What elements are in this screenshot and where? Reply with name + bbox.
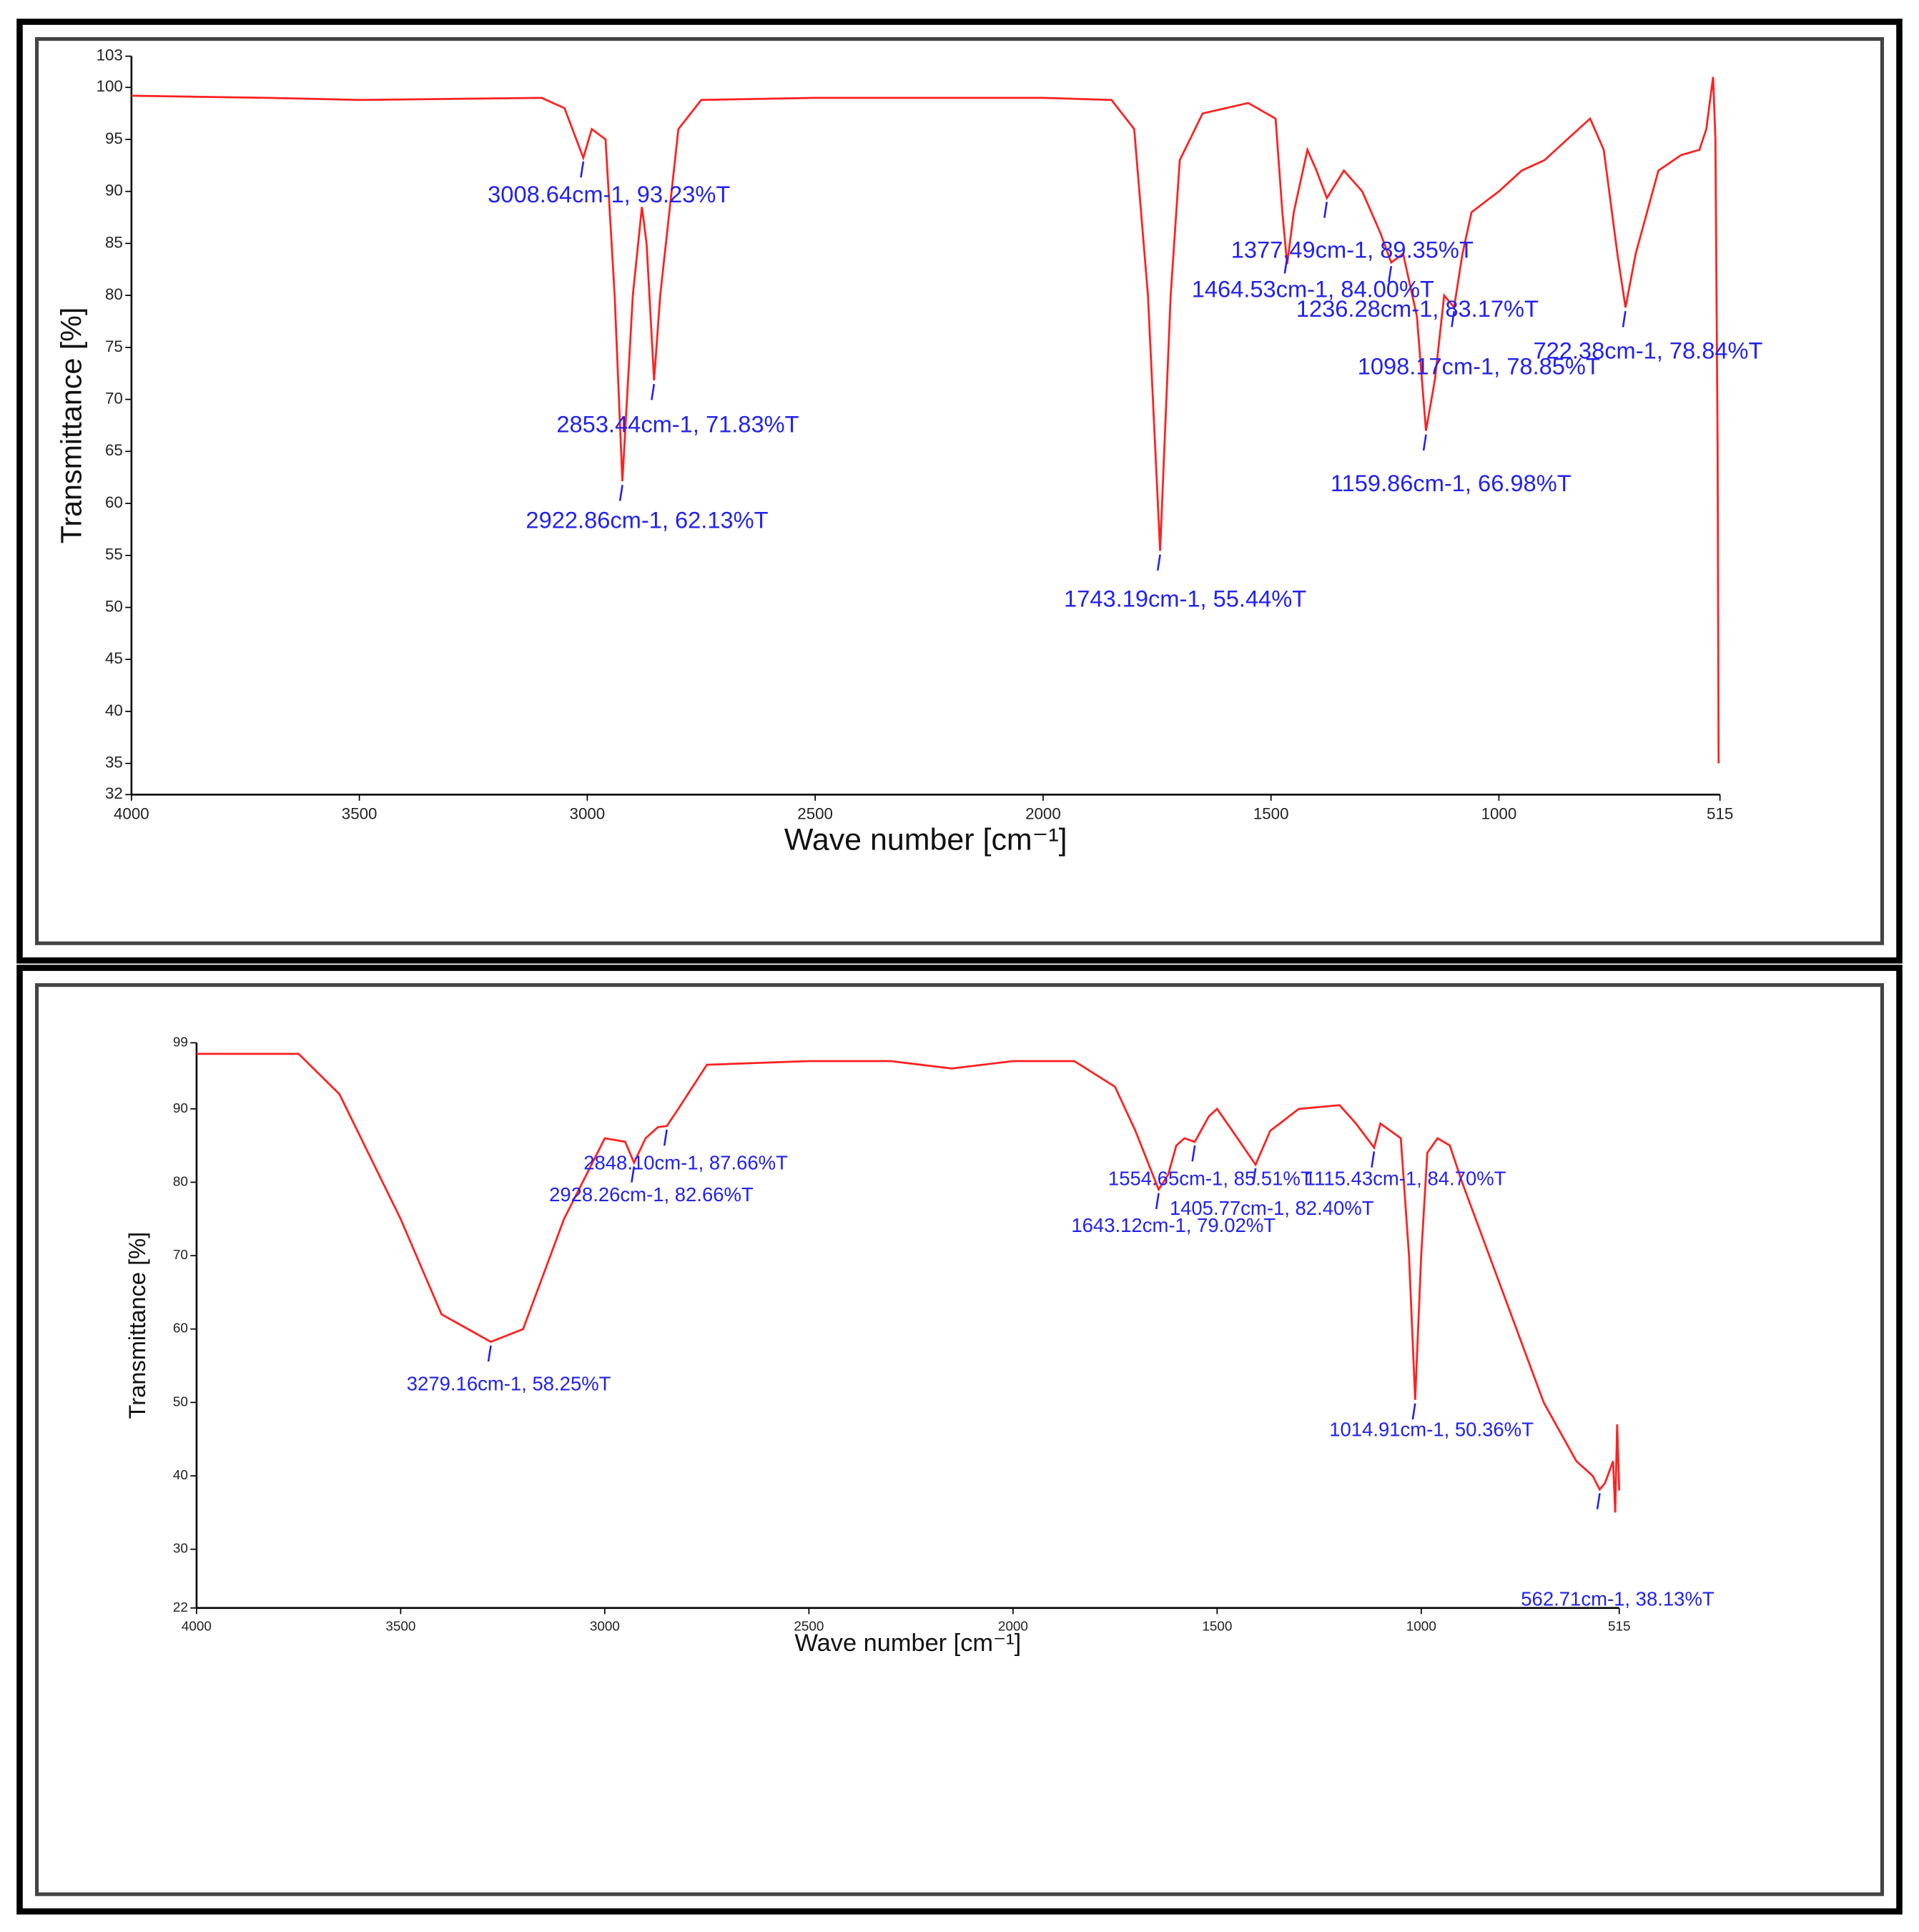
- x-tick-label: 3000: [590, 1619, 620, 1634]
- annotation-leader: [1371, 1151, 1376, 1168]
- y-tick-label: 80: [105, 285, 123, 303]
- panel-frame-inner: [34, 983, 1885, 1896]
- peak-annotation: 1554.65cm-1, 85.51%T: [1108, 1168, 1313, 1190]
- y-tick-label: 30: [173, 1542, 188, 1557]
- annotation-leader: [1411, 1403, 1416, 1420]
- peak-annotation: 2848.10cm-1, 87.66%T: [583, 1151, 788, 1173]
- y-tick-label: 60: [173, 1321, 188, 1336]
- peak-annotation: 1098.17cm-1, 78.85%T: [1358, 353, 1600, 380]
- x-tick-label: 4000: [182, 1619, 212, 1634]
- y-tick-label: 85: [105, 233, 123, 251]
- y-tick-label: 95: [105, 129, 123, 147]
- annotation-leader: [1252, 1168, 1257, 1185]
- annotation-leader: [631, 1166, 636, 1183]
- peak-annotation: 1405.77cm-1, 82.40%T: [1170, 1197, 1374, 1219]
- spectrum-line: [196, 1053, 1621, 1513]
- x-tick-label: 1500: [1253, 805, 1289, 823]
- peak-annotation: 1236.28cm-1, 83.17%T: [1296, 295, 1539, 322]
- y-tick-label: 70: [105, 389, 123, 407]
- annotation-leader: [663, 1129, 668, 1146]
- annotation-leader: [651, 383, 656, 400]
- y-tick-label: 55: [105, 546, 123, 563]
- peak-annotation: 3279.16cm-1, 58.25%T: [407, 1373, 611, 1395]
- peak-annotation: 2922.86cm-1, 62.13%T: [526, 506, 768, 533]
- peak-annotation: 2853.44cm-1, 71.83%T: [556, 410, 799, 437]
- x-tick-label: 2500: [794, 1619, 824, 1634]
- peak-annotation: 1115.43cm-1, 84.70%T: [1305, 1168, 1506, 1190]
- y-tick-label: 60: [105, 493, 123, 511]
- x-tick-label: 2000: [1025, 805, 1061, 823]
- annotation-leader: [1451, 310, 1456, 327]
- x-tick-label: 515: [1608, 1619, 1631, 1634]
- peak-annotation: 1014.91cm-1, 50.36%T: [1329, 1418, 1534, 1440]
- x-tick-label: 4000: [114, 805, 149, 823]
- x-tick-label: 3500: [342, 805, 378, 823]
- y-tick-label: 40: [173, 1468, 188, 1483]
- annotation-leader: [1596, 1493, 1601, 1509]
- y-tick-label: 70: [173, 1248, 188, 1263]
- y-tick-label: 90: [105, 182, 123, 199]
- x-tick-label: 1000: [1481, 805, 1517, 823]
- peak-annotation: 1743.19cm-1, 55.44%T: [1064, 585, 1306, 611]
- peak-annotation: 562.71cm-1, 38.13%T: [1521, 1587, 1715, 1610]
- y-tick-label: 80: [173, 1174, 188, 1189]
- annotation-leader: [1191, 1145, 1196, 1162]
- y-tick-label: 99: [173, 1035, 188, 1050]
- y-tick-label: 32: [105, 784, 123, 802]
- annotation-leader: [1156, 554, 1161, 571]
- y-axis-label: Transmittance [%]: [54, 307, 87, 544]
- y-tick-label: 100: [97, 77, 123, 95]
- x-tick-label: 515: [1707, 805, 1733, 823]
- peak-annotation: 722.38cm-1, 78.84%T: [1533, 337, 1762, 363]
- peak-annotation: 2928.26cm-1, 82.66%T: [549, 1183, 754, 1206]
- x-tick-label: 3000: [570, 805, 606, 823]
- peak-annotation: 1464.53cm-1, 84.00%T: [1192, 275, 1434, 302]
- y-tick-label: 65: [105, 441, 123, 459]
- x-tick-label: 1000: [1406, 1619, 1436, 1634]
- annotation-leader: [1283, 257, 1288, 274]
- peak-annotation: 3008.64cm-1, 93.23%T: [488, 181, 730, 207]
- x-tick-label: 1500: [1202, 1619, 1232, 1634]
- peak-annotation: 1643.12cm-1, 79.02%T: [1071, 1214, 1276, 1236]
- x-tick-label: 2000: [998, 1619, 1028, 1634]
- x-tick-label: 2500: [797, 805, 833, 823]
- y-tick-label: 103: [97, 46, 123, 64]
- x-tick-label: 3500: [385, 1619, 415, 1634]
- annotation-leader: [1422, 434, 1427, 451]
- y-tick-label: 75: [105, 337, 123, 355]
- y-tick-label: 50: [105, 597, 123, 615]
- y-tick-label: 22: [173, 1600, 188, 1615]
- y-tick-label: 45: [105, 649, 123, 667]
- y-tick-label: 35: [105, 754, 123, 772]
- y-tick-label: 40: [105, 701, 123, 719]
- y-tick-label: 90: [173, 1101, 188, 1116]
- y-axis-label: Transmittance [%]: [124, 1232, 150, 1419]
- panel-frame: [16, 19, 1903, 964]
- peak-annotation: 1377.49cm-1, 89.35%T: [1231, 236, 1474, 262]
- y-tick-label: 50: [173, 1394, 188, 1409]
- annotation-leader: [1323, 202, 1328, 218]
- annotation-leader: [1155, 1193, 1160, 1210]
- peak-annotation: 1159.86cm-1, 66.98%T: [1331, 470, 1572, 496]
- x-axis-label: Wave number [cm⁻¹]: [784, 823, 1067, 857]
- annotation-leader: [1388, 265, 1393, 282]
- annotation-leader: [487, 1345, 492, 1362]
- spectrum-line: [131, 77, 1720, 764]
- annotation-leader: [618, 485, 623, 501]
- annotation-leader: [580, 161, 585, 178]
- panel-frame: [16, 965, 1903, 1915]
- x-axis-label: Wave number [cm⁻¹]: [795, 1630, 1022, 1657]
- annotation-leader: [1622, 310, 1627, 327]
- panel-frame-inner: [34, 36, 1885, 945]
